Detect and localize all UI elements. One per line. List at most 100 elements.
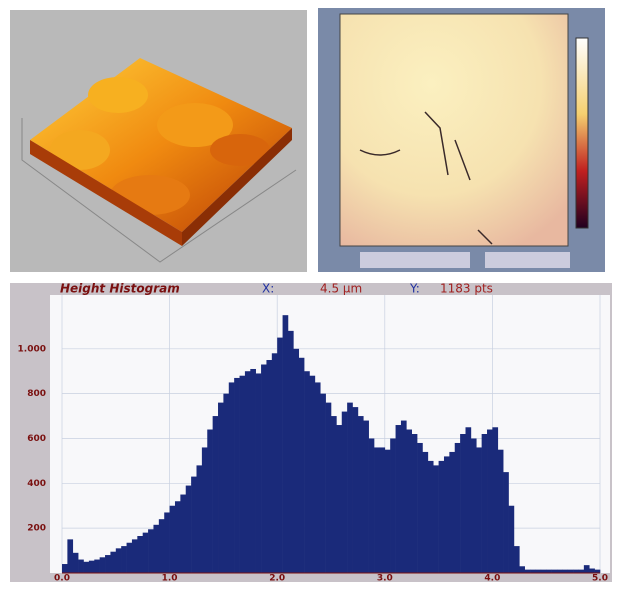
bar — [83, 561, 90, 573]
bar — [287, 330, 294, 573]
bar — [374, 447, 380, 573]
bar — [158, 519, 165, 573]
bar — [234, 377, 240, 573]
bar — [250, 368, 256, 573]
bar — [497, 449, 504, 573]
bar — [417, 442, 423, 573]
bar — [443, 456, 450, 573]
bar — [105, 555, 111, 573]
bar — [293, 348, 300, 573]
bar — [110, 551, 117, 573]
bar — [363, 420, 369, 573]
bar — [88, 560, 95, 573]
x-tick-label: 1.0 — [162, 574, 178, 584]
y-tick-label: 600 — [27, 434, 46, 444]
bar — [460, 434, 466, 573]
bar — [540, 569, 547, 573]
bar — [368, 438, 375, 573]
bar — [551, 569, 558, 573]
x-tick-label: 5.0 — [592, 574, 608, 584]
bar — [244, 371, 251, 573]
bar — [261, 364, 267, 573]
bar — [218, 402, 224, 573]
bar — [298, 357, 305, 573]
bar — [390, 438, 396, 573]
bar — [223, 393, 230, 573]
bar — [255, 373, 262, 573]
bar — [449, 451, 456, 573]
bar — [556, 569, 563, 573]
bar — [121, 546, 127, 573]
phase-features — [359, 111, 493, 245]
bar — [67, 539, 74, 573]
bar — [433, 465, 439, 573]
bar — [470, 438, 477, 573]
x-tick-label: 0.0 — [54, 574, 70, 584]
bar — [126, 542, 133, 573]
bar — [169, 505, 176, 573]
annotation: Y: — [409, 282, 420, 296]
phase-control — [485, 252, 570, 268]
x-tick-label: 2.0 — [269, 574, 285, 584]
annotation: 1183 pts — [440, 282, 493, 296]
bar — [94, 559, 100, 573]
bar — [519, 566, 525, 573]
bar — [62, 564, 68, 573]
bar — [115, 548, 122, 573]
bar — [573, 569, 579, 573]
bar — [314, 382, 321, 573]
x-tick-label: 3.0 — [377, 574, 393, 584]
bar — [438, 460, 445, 573]
bar — [546, 569, 552, 573]
y-tick-label: 1.000 — [18, 344, 46, 354]
bar — [562, 569, 569, 573]
bar — [239, 375, 246, 573]
bar — [336, 425, 343, 573]
x-tick-label: 4.0 — [484, 574, 500, 584]
bar — [153, 524, 160, 573]
bar — [304, 371, 310, 573]
bar — [567, 569, 574, 573]
bar — [589, 568, 595, 573]
afm-3d-surface — [30, 58, 292, 246]
bar — [411, 434, 418, 573]
phase-colorbar — [575, 37, 589, 229]
bar — [352, 407, 359, 573]
bar — [212, 416, 219, 573]
bar — [196, 465, 203, 573]
bar — [422, 451, 429, 573]
bar — [347, 402, 353, 573]
phase-control — [360, 252, 470, 268]
bar — [583, 565, 590, 573]
bar — [508, 505, 515, 573]
phase-image — [339, 13, 569, 247]
bar — [164, 512, 170, 573]
bar — [142, 532, 149, 573]
bar — [578, 569, 585, 573]
bar — [72, 552, 79, 573]
bar — [465, 427, 472, 573]
bar — [207, 429, 213, 573]
y-tick-label: 800 — [27, 389, 46, 399]
bar — [487, 429, 493, 573]
annotation: X: — [262, 282, 274, 296]
bar — [341, 411, 348, 573]
bar — [384, 449, 391, 573]
bar — [513, 546, 520, 573]
bar — [201, 447, 208, 573]
bar — [148, 529, 154, 573]
bar — [427, 460, 434, 573]
bar — [406, 429, 412, 573]
y-tick-label: 200 — [27, 524, 46, 534]
bar — [503, 472, 509, 573]
bar — [492, 427, 499, 573]
bar — [99, 557, 106, 573]
bar — [357, 416, 364, 573]
bar — [535, 569, 542, 573]
bar — [266, 360, 273, 573]
bar — [185, 485, 192, 573]
y-tick-label: 400 — [27, 479, 46, 489]
bar — [131, 539, 138, 573]
bar — [331, 416, 337, 573]
